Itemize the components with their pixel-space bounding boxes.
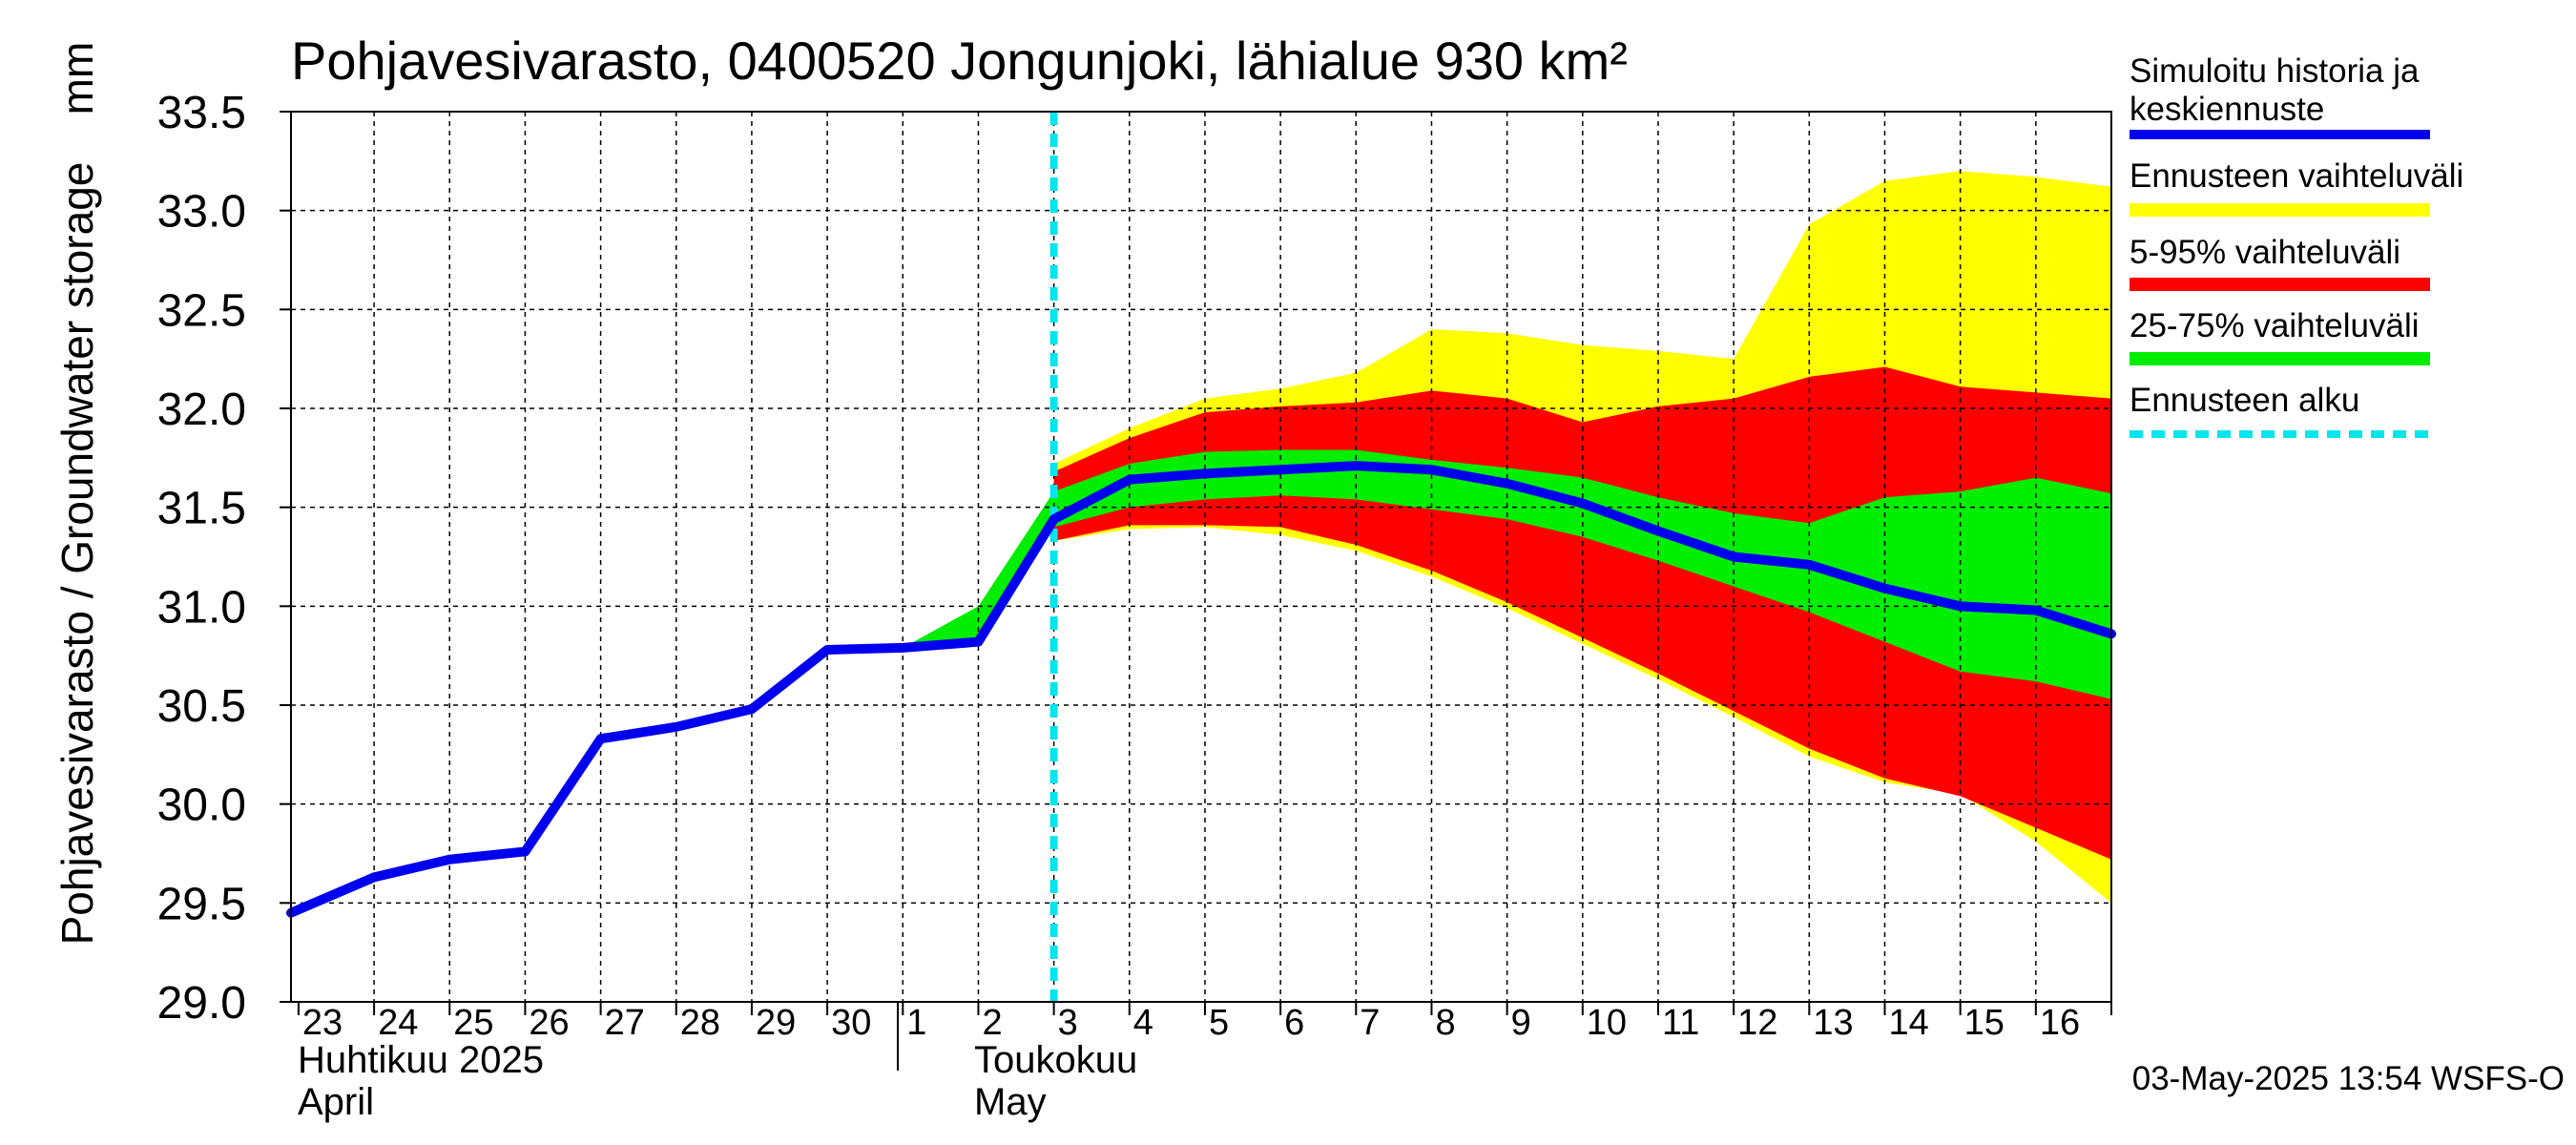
y-tick-label-1: 29.5 xyxy=(157,879,246,929)
month-label-april-fi: Huhtikuu 2025 xyxy=(298,1039,544,1081)
month-label-may-en: May xyxy=(974,1081,1047,1123)
plot-frame xyxy=(290,111,2112,1003)
y-axis-label: Pohjavesivarasto / Groundwater storage xyxy=(52,162,102,946)
x-day-label-16: 16 xyxy=(2040,1003,2080,1043)
month-label-april-en: April xyxy=(298,1081,374,1123)
x-day-label-12: 12 xyxy=(1737,1003,1777,1043)
x-day-label-9: 9 xyxy=(1511,1003,1531,1043)
x-day-label-28: 28 xyxy=(680,1003,720,1043)
x-day-label-13: 13 xyxy=(1813,1003,1853,1043)
x-day-label-8: 8 xyxy=(1435,1003,1455,1043)
x-day-label-5: 5 xyxy=(1209,1003,1229,1043)
footer-timestamp: 03-May-2025 13:54 WSFS-O xyxy=(2132,1060,2565,1097)
y-tick-label-4: 31.0 xyxy=(157,582,246,633)
x-day-label-3: 3 xyxy=(1058,1003,1078,1043)
y-axis-unit: mm xyxy=(52,42,102,115)
x-day-label-25: 25 xyxy=(453,1003,493,1043)
series-lines xyxy=(286,112,2116,1002)
y-tick-label-5: 31.5 xyxy=(157,484,246,534)
x-day-label-2: 2 xyxy=(982,1003,1002,1043)
band-25-75 xyxy=(903,449,2111,699)
legend: Simuloitu historia ja keskiennuste Ennus… xyxy=(2129,52,2463,438)
legend-range-label: Ennusteen vaihteluväli xyxy=(2129,157,2463,195)
y-tick-label-6: 32.0 xyxy=(157,385,246,435)
y-tick-label-3: 30.5 xyxy=(157,681,246,732)
forecast-bands xyxy=(903,171,2111,904)
x-day-label-15: 15 xyxy=(1964,1003,2005,1043)
x-day-label-30: 30 xyxy=(831,1003,871,1043)
x-day-label-24: 24 xyxy=(378,1003,418,1043)
x-day-label-1: 1 xyxy=(906,1003,926,1043)
x-axis-ticks: 23 24 25 26 27 28 29 30 1 2 3 4 5 6 7 8 9 10 11 12 13 14 15 16 xyxy=(297,1002,2112,1043)
y-axis-ticks: 29.0 29.5 30.0 30.5 31.0 31.5 32.0 32.5 33.0 33.5 xyxy=(157,88,291,1029)
legend-p5-95-label: 5-95% vaihteluväli xyxy=(2129,234,2400,271)
x-day-label-23: 23 xyxy=(302,1003,343,1043)
y-tick-label-7: 32.5 xyxy=(157,285,246,336)
month-label-may-fi: Toukokuu xyxy=(974,1039,1137,1081)
legend-start-label: Ennusteen alku xyxy=(2129,382,2359,419)
legend-history-label: Simuloitu historia ja keskiennuste xyxy=(2129,52,2428,128)
x-day-label-7: 7 xyxy=(1360,1003,1380,1043)
y-tick-label-2: 30.0 xyxy=(157,781,246,831)
y-tick-label-9: 33.5 xyxy=(157,88,246,138)
x-day-label-10: 10 xyxy=(1587,1003,1627,1043)
x-day-label-4: 4 xyxy=(1133,1003,1153,1043)
y-tick-label-0: 29.0 xyxy=(157,978,246,1029)
x-day-label-29: 29 xyxy=(756,1003,796,1043)
y-tick-label-8: 33.0 xyxy=(157,187,246,238)
x-day-label-6: 6 xyxy=(1284,1003,1304,1043)
legend-p25-75-label: 25-75% vaihteluväli xyxy=(2129,307,2420,344)
x-day-label-27: 27 xyxy=(605,1003,645,1043)
x-day-label-14: 14 xyxy=(1888,1003,1928,1043)
chart-title: Pohjavesivarasto, 0400520 Jongunjoki, lä… xyxy=(291,31,1628,91)
x-day-label-11: 11 xyxy=(1662,1003,1699,1043)
x-day-label-26: 26 xyxy=(529,1003,569,1043)
history-median-line xyxy=(286,461,2116,918)
